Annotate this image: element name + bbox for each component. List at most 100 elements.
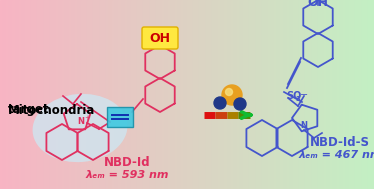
- Bar: [68, 0, 73, 189]
- Bar: [0, 0, 4, 189]
- Bar: [318, 0, 322, 189]
- Circle shape: [234, 98, 246, 110]
- Bar: [40, 0, 45, 189]
- Bar: [78, 0, 82, 189]
- Bar: [106, 0, 110, 189]
- Bar: [65, 0, 70, 189]
- Text: −: −: [300, 90, 308, 100]
- Text: Mitochondria: Mitochondria: [8, 104, 95, 116]
- Bar: [115, 0, 119, 189]
- Bar: [37, 0, 42, 189]
- Bar: [327, 0, 331, 189]
- Bar: [302, 0, 306, 189]
- Circle shape: [222, 85, 242, 105]
- Bar: [324, 0, 328, 189]
- Bar: [346, 0, 350, 189]
- Bar: [190, 0, 194, 189]
- Text: N: N: [300, 122, 307, 130]
- FancyBboxPatch shape: [107, 107, 133, 127]
- Bar: [193, 0, 197, 189]
- Bar: [128, 0, 132, 189]
- Text: NBD-Id: NBD-Id: [104, 156, 150, 170]
- Bar: [274, 0, 278, 189]
- Bar: [199, 0, 203, 189]
- Bar: [358, 0, 362, 189]
- Text: λₑₘ = 593 nm: λₑₘ = 593 nm: [85, 170, 169, 180]
- Bar: [343, 0, 347, 189]
- Bar: [368, 0, 372, 189]
- Bar: [109, 0, 113, 189]
- Bar: [119, 0, 123, 189]
- Bar: [330, 0, 334, 189]
- Bar: [271, 0, 275, 189]
- Text: 3: 3: [296, 96, 301, 102]
- Bar: [290, 0, 294, 189]
- Text: OH: OH: [307, 0, 328, 9]
- Bar: [87, 0, 91, 189]
- Bar: [44, 0, 48, 189]
- Circle shape: [214, 97, 226, 109]
- Bar: [283, 0, 288, 189]
- Text: SO: SO: [286, 91, 301, 101]
- Bar: [56, 0, 60, 189]
- Bar: [140, 0, 144, 189]
- Bar: [6, 0, 10, 189]
- Bar: [147, 0, 151, 189]
- Bar: [62, 0, 67, 189]
- Bar: [96, 0, 101, 189]
- Bar: [312, 0, 316, 189]
- Bar: [212, 0, 216, 189]
- Bar: [50, 0, 54, 189]
- Bar: [246, 0, 250, 189]
- Bar: [296, 0, 300, 189]
- Bar: [178, 0, 182, 189]
- Bar: [134, 0, 138, 189]
- Bar: [53, 0, 57, 189]
- Bar: [265, 0, 269, 189]
- Bar: [153, 0, 157, 189]
- Bar: [22, 0, 26, 189]
- Bar: [12, 0, 16, 189]
- Bar: [100, 0, 104, 189]
- Bar: [143, 0, 147, 189]
- Text: OH: OH: [150, 32, 171, 44]
- Bar: [215, 0, 219, 189]
- Bar: [159, 0, 163, 189]
- Bar: [259, 0, 263, 189]
- Bar: [122, 0, 126, 189]
- FancyBboxPatch shape: [142, 27, 178, 49]
- Bar: [34, 0, 39, 189]
- Bar: [31, 0, 35, 189]
- Bar: [16, 0, 20, 189]
- Bar: [362, 0, 366, 189]
- Bar: [280, 0, 285, 189]
- Circle shape: [226, 88, 233, 95]
- Text: λₑₘ = 467 nm: λₑₘ = 467 nm: [298, 150, 374, 160]
- Bar: [209, 0, 213, 189]
- Bar: [72, 0, 76, 189]
- Bar: [94, 0, 98, 189]
- Bar: [175, 0, 179, 189]
- Bar: [125, 0, 129, 189]
- Bar: [168, 0, 172, 189]
- Bar: [262, 0, 266, 189]
- Bar: [137, 0, 141, 189]
- Bar: [184, 0, 188, 189]
- Bar: [243, 0, 247, 189]
- Bar: [287, 0, 291, 189]
- Bar: [227, 0, 232, 189]
- Bar: [249, 0, 254, 189]
- Bar: [165, 0, 169, 189]
- Bar: [352, 0, 356, 189]
- Bar: [371, 0, 374, 189]
- Bar: [196, 0, 200, 189]
- Bar: [103, 0, 107, 189]
- Bar: [59, 0, 63, 189]
- Bar: [337, 0, 341, 189]
- Bar: [306, 0, 310, 189]
- Bar: [293, 0, 297, 189]
- Bar: [206, 0, 210, 189]
- Bar: [181, 0, 185, 189]
- Bar: [75, 0, 79, 189]
- Bar: [9, 0, 13, 189]
